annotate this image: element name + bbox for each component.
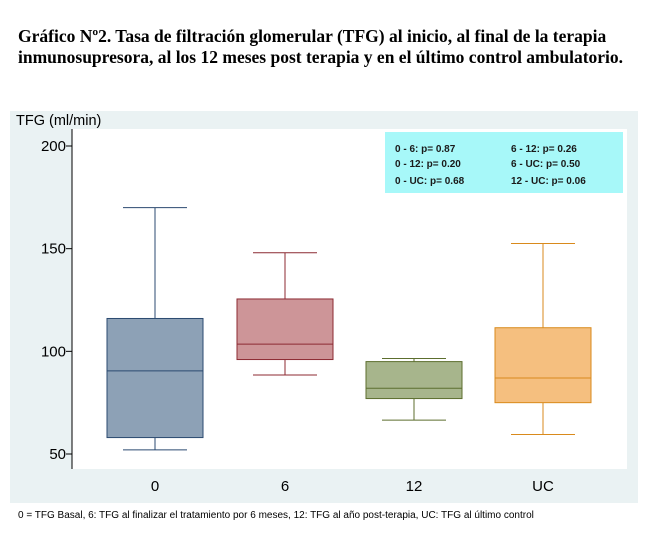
y-axis-label: TFG (ml/min): [16, 113, 101, 129]
p-value-6-12: 6 - 12: p= 0.26: [511, 144, 577, 155]
box-6: [236, 298, 334, 361]
box-0: [106, 317, 204, 439]
x-tick-label-uc: UC: [532, 478, 554, 495]
y-tick-label-50: 50: [49, 446, 66, 463]
p-value-6-uc: 6 - UC: p= 0.50: [511, 159, 581, 170]
chart-title: Gráfico Nº2. Tasa de filtración glomerul…: [18, 26, 638, 68]
p-value-0-6: 0 - 6: p= 0.87: [395, 144, 456, 155]
box-uc: [494, 327, 592, 404]
p-values-box: 0 - 6: p= 0.87 6 - 12: p= 0.26 0 - 12: p…: [385, 132, 623, 193]
y-tick-label-150: 150: [41, 241, 66, 258]
p-value-12-uc: 12 - UC: p= 0.06: [511, 176, 586, 187]
p-value-0-12: 0 - 12: p= 0.20: [395, 159, 461, 170]
x-tick-label-12: 12: [406, 478, 423, 495]
box-12: [365, 361, 463, 400]
title-line-1: Gráfico Nº2. Tasa de filtración glomerul…: [18, 26, 607, 46]
footnote: 0 = TFG Basal, 6: TFG al finalizar el tr…: [18, 510, 534, 521]
x-tick-label-0: 0: [151, 478, 159, 495]
p-value-0-uc: 0 - UC: p= 0.68: [395, 176, 465, 187]
y-tick-label-100: 100: [41, 343, 66, 360]
title-line-2: inmunosupresora, al los 12 meses post te…: [18, 47, 624, 67]
y-tick-label-200: 200: [41, 138, 66, 155]
x-tick-label-6: 6: [281, 478, 289, 495]
